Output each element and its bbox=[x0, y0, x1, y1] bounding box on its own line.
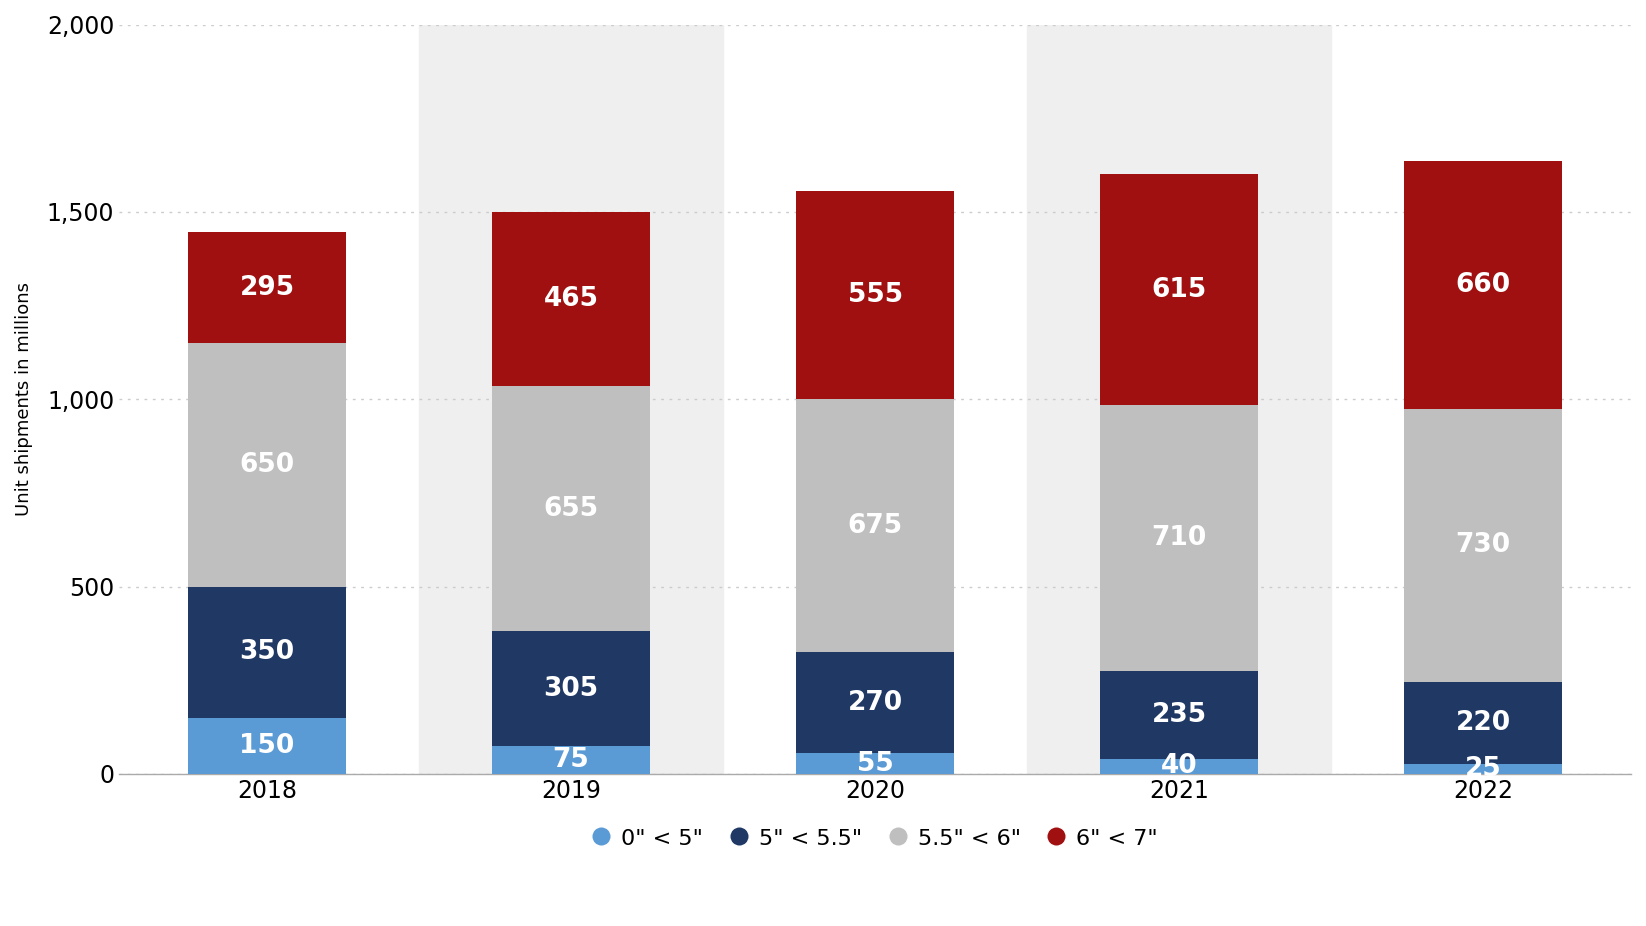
Text: 660: 660 bbox=[1455, 272, 1511, 298]
Text: 150: 150 bbox=[239, 732, 295, 758]
Text: 730: 730 bbox=[1455, 532, 1511, 558]
Bar bbox=[492, 632, 650, 745]
Text: 305: 305 bbox=[543, 676, 599, 702]
Bar bbox=[797, 192, 955, 399]
Y-axis label: Unit shipments in millions: Unit shipments in millions bbox=[15, 282, 33, 516]
Bar bbox=[492, 212, 650, 386]
Bar bbox=[1100, 759, 1258, 774]
Bar bbox=[1100, 174, 1258, 405]
Text: 270: 270 bbox=[848, 690, 902, 716]
Text: 235: 235 bbox=[1152, 702, 1207, 728]
Text: 465: 465 bbox=[543, 286, 599, 312]
Bar bbox=[797, 652, 955, 753]
Bar bbox=[188, 343, 346, 586]
Text: 55: 55 bbox=[858, 751, 894, 777]
Text: 650: 650 bbox=[239, 452, 295, 478]
Text: 655: 655 bbox=[543, 495, 599, 521]
Bar bbox=[1404, 408, 1562, 682]
Text: 75: 75 bbox=[553, 746, 589, 773]
Bar bbox=[492, 386, 650, 632]
Text: 710: 710 bbox=[1152, 525, 1207, 551]
Text: 350: 350 bbox=[239, 639, 295, 665]
Text: 675: 675 bbox=[848, 513, 902, 539]
Bar bbox=[1404, 161, 1562, 408]
Text: 25: 25 bbox=[1465, 757, 1501, 782]
Text: 295: 295 bbox=[239, 275, 295, 301]
Bar bbox=[492, 745, 650, 774]
Bar bbox=[797, 399, 955, 652]
Text: 40: 40 bbox=[1160, 754, 1198, 780]
Bar bbox=[188, 232, 346, 343]
Text: 615: 615 bbox=[1152, 277, 1207, 303]
Text: 220: 220 bbox=[1455, 710, 1511, 736]
Bar bbox=[1404, 765, 1562, 774]
Bar bbox=[1404, 682, 1562, 765]
Bar bbox=[1100, 670, 1258, 759]
Legend: 0" < 5", 5" < 5.5", 5.5" < 6", 6" < 7": 0" < 5", 5" < 5.5", 5.5" < 6", 6" < 7" bbox=[581, 817, 1169, 860]
Text: 555: 555 bbox=[848, 282, 902, 308]
Bar bbox=[1027, 24, 1332, 774]
Bar bbox=[797, 753, 955, 774]
Bar bbox=[1100, 405, 1258, 670]
Bar bbox=[188, 586, 346, 718]
Bar bbox=[420, 24, 723, 774]
Bar bbox=[188, 718, 346, 774]
